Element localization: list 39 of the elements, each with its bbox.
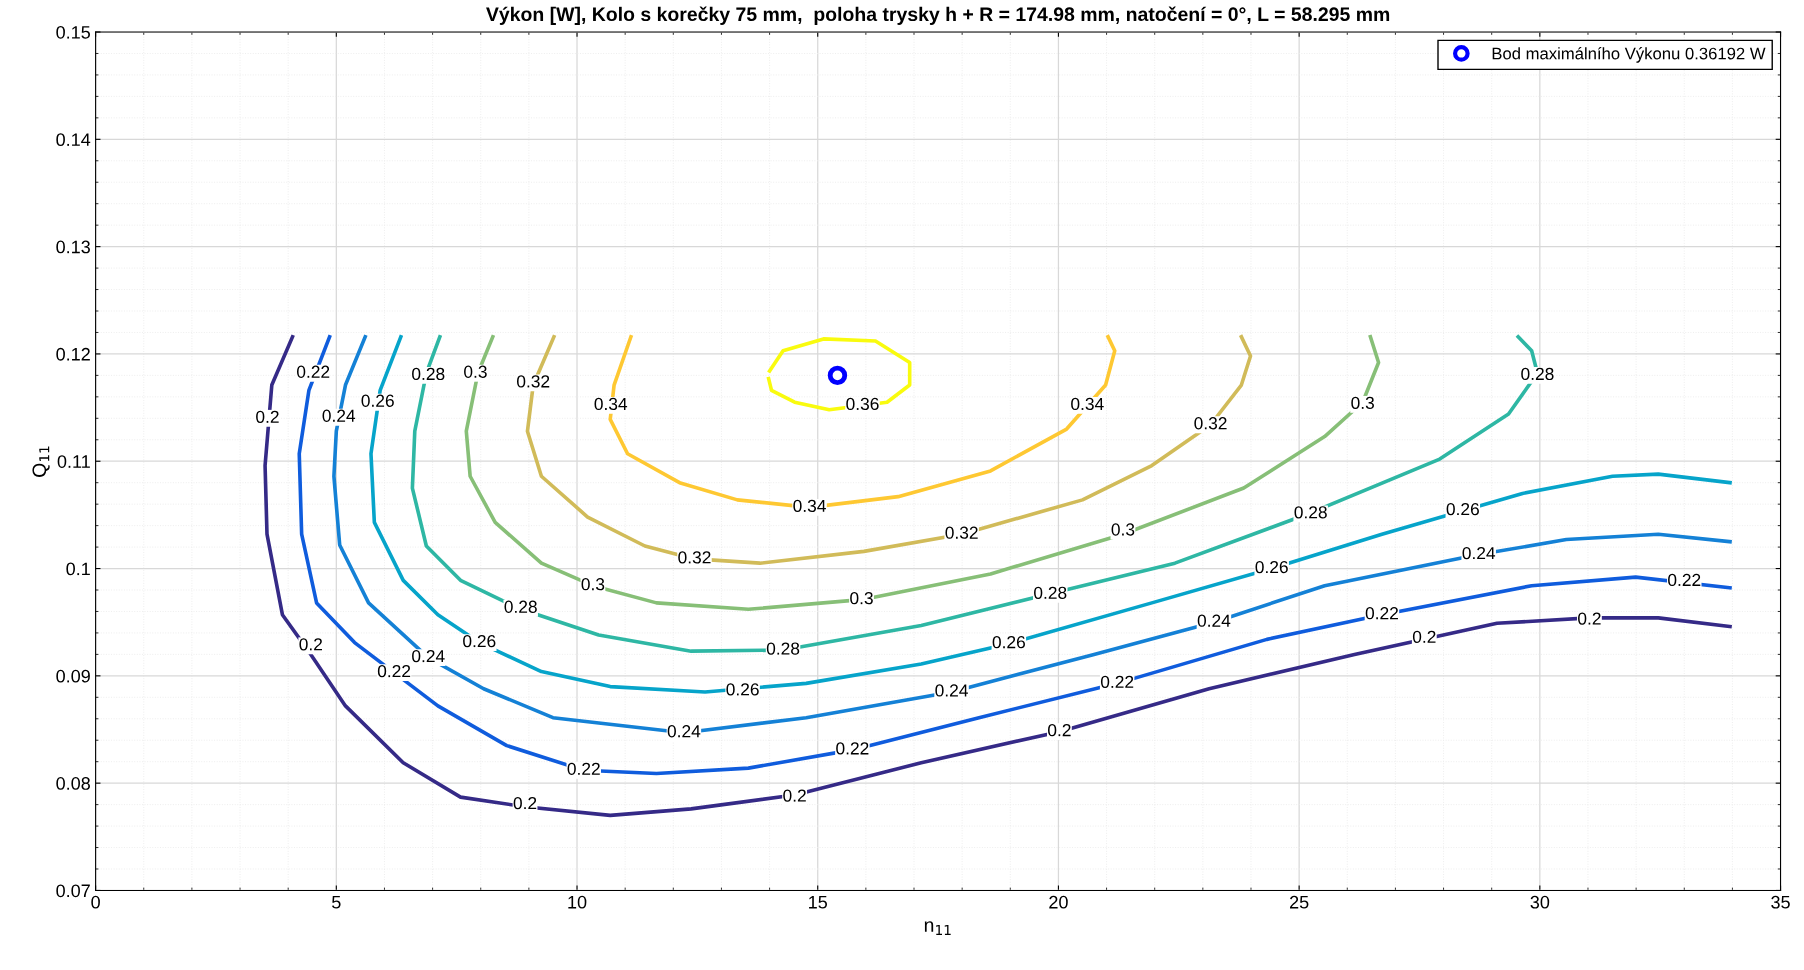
y-tick-label: 0.14 <box>56 133 91 147</box>
annotation: 0.36 <box>846 397 879 411</box>
legend-label: Bod maximálního Výkonu 0.36192 W <box>1492 47 1766 63</box>
y-tick-label: 0.13 <box>56 240 90 254</box>
x-tick-label: 10 <box>568 895 587 909</box>
x-tick-label: 20 <box>1049 895 1068 909</box>
annotation: 0.2 <box>256 410 279 423</box>
x-tick-label: 5 <box>332 895 341 909</box>
y-tick-label: 0.08 <box>56 777 90 790</box>
x-tick-label: 35 <box>1771 895 1790 909</box>
annotation: 0.3 <box>850 592 873 605</box>
x-axis-title: n$_{11}$ <box>924 921 951 935</box>
y-axis-title: Q$_{11}$ <box>32 446 50 477</box>
y-tick-label: 0.11 <box>57 455 90 468</box>
x-tick-label: 25 <box>1290 895 1309 909</box>
annotation: 0.3 <box>464 365 487 378</box>
chart-title: Výkon [W], Kolo s korečky 75 mm, poloha trysky h + R = 174.98 mm, natočení = 0°, L = 58.295 mm <box>486 6 1390 25</box>
x-tick-label: 15 <box>809 895 828 909</box>
x-tick-label: 30 <box>1530 895 1550 909</box>
x-tick-label: 0 <box>91 895 100 909</box>
y-tick-label: 0.15 <box>56 25 90 39</box>
annotation: 0.2 <box>299 638 322 651</box>
annotation: 0.2 <box>1578 612 1601 625</box>
annotation: 0.26 <box>361 394 394 407</box>
annotation: 0.2 <box>1412 630 1436 643</box>
annotation: 0.22 <box>296 365 330 378</box>
annotation: 0.26 <box>1446 502 1479 516</box>
y-tick-label: 0.12 <box>56 347 90 361</box>
annotation: 0.34 <box>594 397 628 411</box>
annotation: 0.24 <box>322 409 356 422</box>
line-series <box>766 337 912 412</box>
y-tick-label: 0.1 <box>66 562 90 576</box>
annotation: 0.22 <box>1668 573 1701 587</box>
annotation: 0.22 <box>377 664 411 678</box>
point <box>827 365 848 386</box>
y-tick-label: 0.07 <box>56 884 90 898</box>
annotation: 0.34 <box>1071 397 1104 411</box>
y-tick-label: 0.09 <box>56 669 90 683</box>
annotation: 0.26 <box>726 683 759 696</box>
